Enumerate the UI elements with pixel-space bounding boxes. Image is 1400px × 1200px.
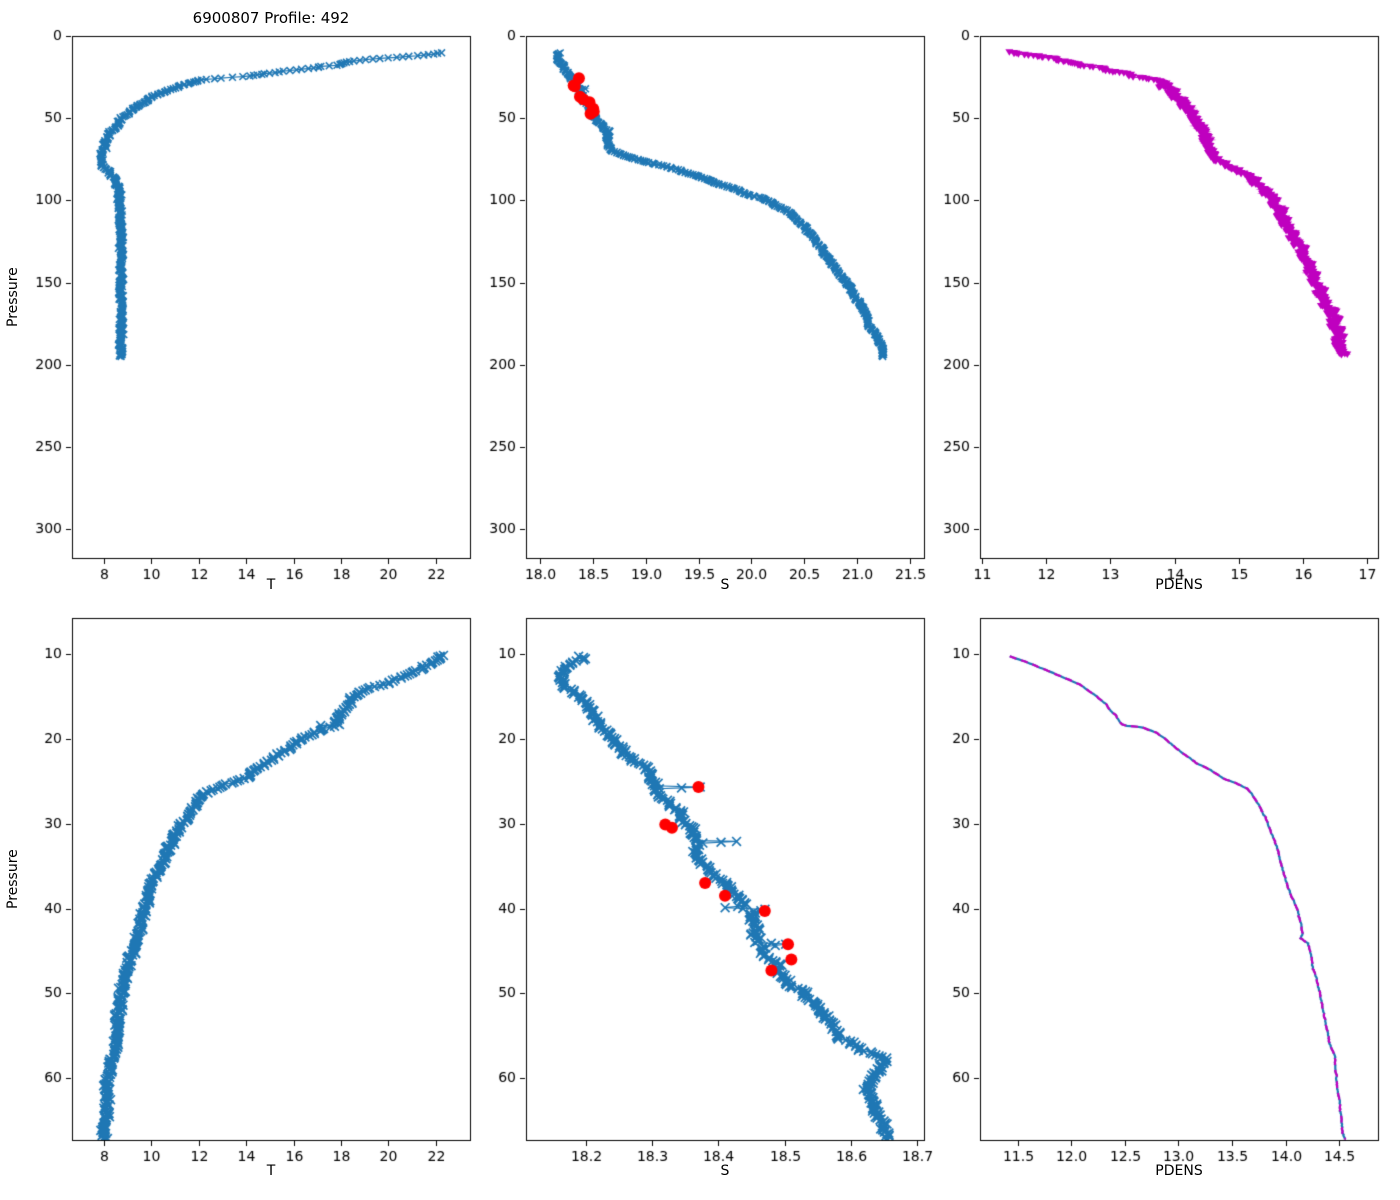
x-axis-label-s-top: S <box>720 577 730 593</box>
x-axis-label-pdens-top: PDENS <box>1155 577 1203 593</box>
y-axis-label-pressure-top: Pressure <box>5 267 21 327</box>
x-axis-label-t-bottom: T <box>266 1163 276 1179</box>
x-axis-label-pdens-bottom: PDENS <box>1155 1163 1203 1179</box>
y-axis-label-pressure-bottom: Pressure <box>5 849 21 909</box>
x-axis-label-s-bottom: S <box>720 1163 730 1179</box>
plot-title: 6900807 Profile: 492 <box>192 9 350 27</box>
x-axis-label-t-top: T <box>266 577 276 593</box>
